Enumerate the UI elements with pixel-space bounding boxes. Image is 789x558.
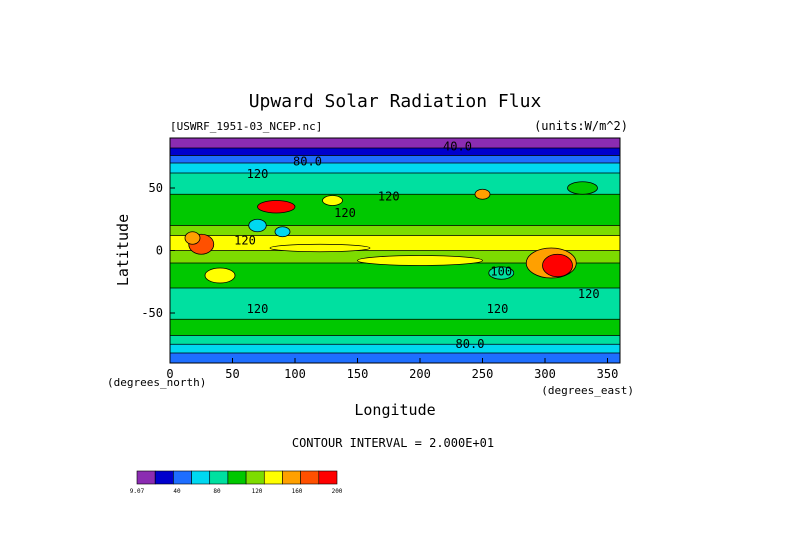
colorbar-swatch-9: [300, 470, 320, 485]
y-unit-label: (degrees_north): [107, 376, 206, 389]
contour-label-8: 120: [247, 302, 269, 316]
contour-interval-text: CONTOUR INTERVAL = 2.000E+01: [292, 436, 494, 450]
y-tick-label-1: 0: [156, 244, 163, 258]
flux-band-5: [170, 194, 620, 226]
flux-band-4: [170, 173, 620, 195]
colorbar-swatch-7: [263, 470, 283, 485]
flux-band-12: [170, 335, 620, 345]
colorbar-swatch-8: [282, 470, 301, 485]
colorbar: 9.07 40 80 120 160 200: [130, 470, 343, 495]
flux-band-2: [170, 155, 620, 163]
colorbar-swatch-1: [154, 470, 174, 485]
colorbar-label-1: 40: [173, 488, 181, 495]
plot-area: [170, 138, 620, 363]
colorbar-swatch-10: [318, 470, 338, 485]
flux-region-12: [204, 267, 236, 284]
colorbar-swatch-2: [173, 470, 192, 485]
y-axis-label: Latitude: [114, 214, 132, 286]
flux-band-6: [170, 225, 620, 236]
colorbar-label-3: 120: [252, 488, 263, 495]
chart-title: Upward Solar Radiation Flux: [249, 91, 542, 112]
contour-label-7: 120: [487, 302, 509, 316]
colorbar-swatch-3: [191, 470, 211, 485]
y-tick-label-0: 50: [149, 181, 163, 195]
contour-labels: 40.0 80.0 120 120 120 120 100 120 120 80.0 120: [234, 140, 599, 352]
flux-band-14: [170, 353, 620, 363]
contour-label-9: 80.0: [456, 337, 485, 351]
contour-label-5: 120: [234, 233, 256, 247]
flux-region-8: [474, 188, 491, 200]
x-unit-label: (degrees_east): [541, 384, 634, 397]
x-tick-label-1: 50: [225, 367, 239, 381]
flux-region-3: [542, 253, 573, 278]
x-tick-label-4: 200: [409, 367, 431, 381]
dataset-label: [USWRF_1951-03_NCEP.nc]: [170, 120, 322, 133]
flux-region-11: [488, 266, 515, 280]
y-tick-label-2: -50: [141, 306, 163, 320]
flux-band-11: [170, 319, 620, 336]
flux-region-13: [567, 181, 598, 195]
colorbar-label-2: 80: [213, 488, 221, 495]
contour-label-3: 120: [378, 190, 400, 204]
contour-label-0: 40.0: [443, 140, 472, 154]
flux-region-6: [274, 226, 291, 238]
flux-region-10: [269, 243, 371, 253]
contour-label-4: 120: [334, 206, 356, 220]
flux-region-9: [357, 255, 483, 266]
y-axis: 50 0 -50: [141, 181, 175, 320]
x-tick-label-3: 150: [347, 367, 369, 381]
x-tick-label-7: 350: [597, 367, 619, 381]
colorbar-label-4: 160: [292, 488, 303, 495]
colorbar-swatch-5: [227, 470, 247, 485]
x-tick-label-6: 300: [534, 367, 556, 381]
flux-band-3: [170, 163, 620, 173]
contour-label-2: 120: [247, 167, 269, 181]
colorbar-swatch-0: [136, 470, 156, 485]
x-tick-label-2: 100: [284, 367, 306, 381]
x-axis: 0 50 100 150 200 250 300 350: [166, 358, 618, 381]
x-tick-label-5: 250: [472, 367, 494, 381]
contour-label-6: 100: [490, 265, 512, 279]
colorbar-label-0: 9.07: [130, 488, 145, 495]
flux-region-4: [257, 200, 296, 214]
colorbar-label-5: 200: [332, 488, 343, 495]
x-tick-label-0: 0: [166, 367, 173, 381]
contour-label-10: 120: [578, 287, 600, 301]
colorbar-swatch-4: [209, 470, 229, 485]
flux-band-0: [170, 138, 620, 148]
x-axis-label: Longitude: [354, 401, 435, 419]
colorbar-swatch-6: [245, 470, 265, 485]
units-label: (units:W/m^2): [534, 119, 628, 133]
flux-region-7: [322, 195, 343, 206]
contour-label-1: 80.0: [293, 155, 322, 169]
flux-region-5: [248, 218, 267, 233]
flux-band-10: [170, 288, 620, 320]
flux-region-1: [184, 231, 201, 245]
flux-band-1: [170, 148, 620, 156]
flux-band-13: [170, 344, 620, 353]
